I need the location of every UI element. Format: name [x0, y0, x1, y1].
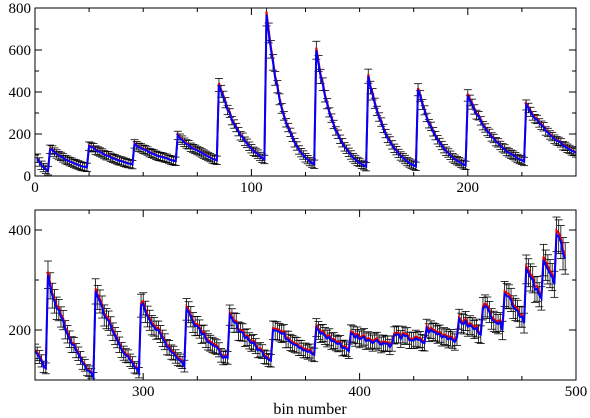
x-tick-label: 400: [348, 384, 371, 400]
plot-area-bottom: [35, 216, 570, 380]
y-tick-label: 400: [9, 223, 32, 239]
x-tick-label: 100: [240, 180, 263, 196]
data-line-blue: [35, 231, 567, 380]
x-tick-label: 0: [31, 180, 39, 196]
y-tick-label: 800: [9, 1, 32, 17]
x-axis-title: bin number: [273, 401, 347, 418]
x-tick-label: 500: [565, 384, 588, 400]
model-line-red: [35, 228, 567, 380]
error-bar: [572, 148, 576, 158]
data-line-blue: [36, 14, 576, 173]
x-tick-label: 300: [132, 384, 155, 400]
y-tick-label: 200: [9, 323, 32, 339]
y-tick-label: 0: [24, 169, 32, 185]
y-tick-label: 200: [9, 127, 32, 143]
plot-area-top: [35, 8, 576, 176]
y-tick-label: 600: [9, 43, 32, 59]
error-bar: [35, 343, 39, 359]
x-tick-label: 200: [457, 180, 480, 196]
bottom-panel: 300 400 500 200 400: [9, 209, 588, 400]
top-panel: 0 100 200 0 200 400 600 800: [9, 1, 577, 196]
y-tick-label: 400: [9, 85, 32, 101]
